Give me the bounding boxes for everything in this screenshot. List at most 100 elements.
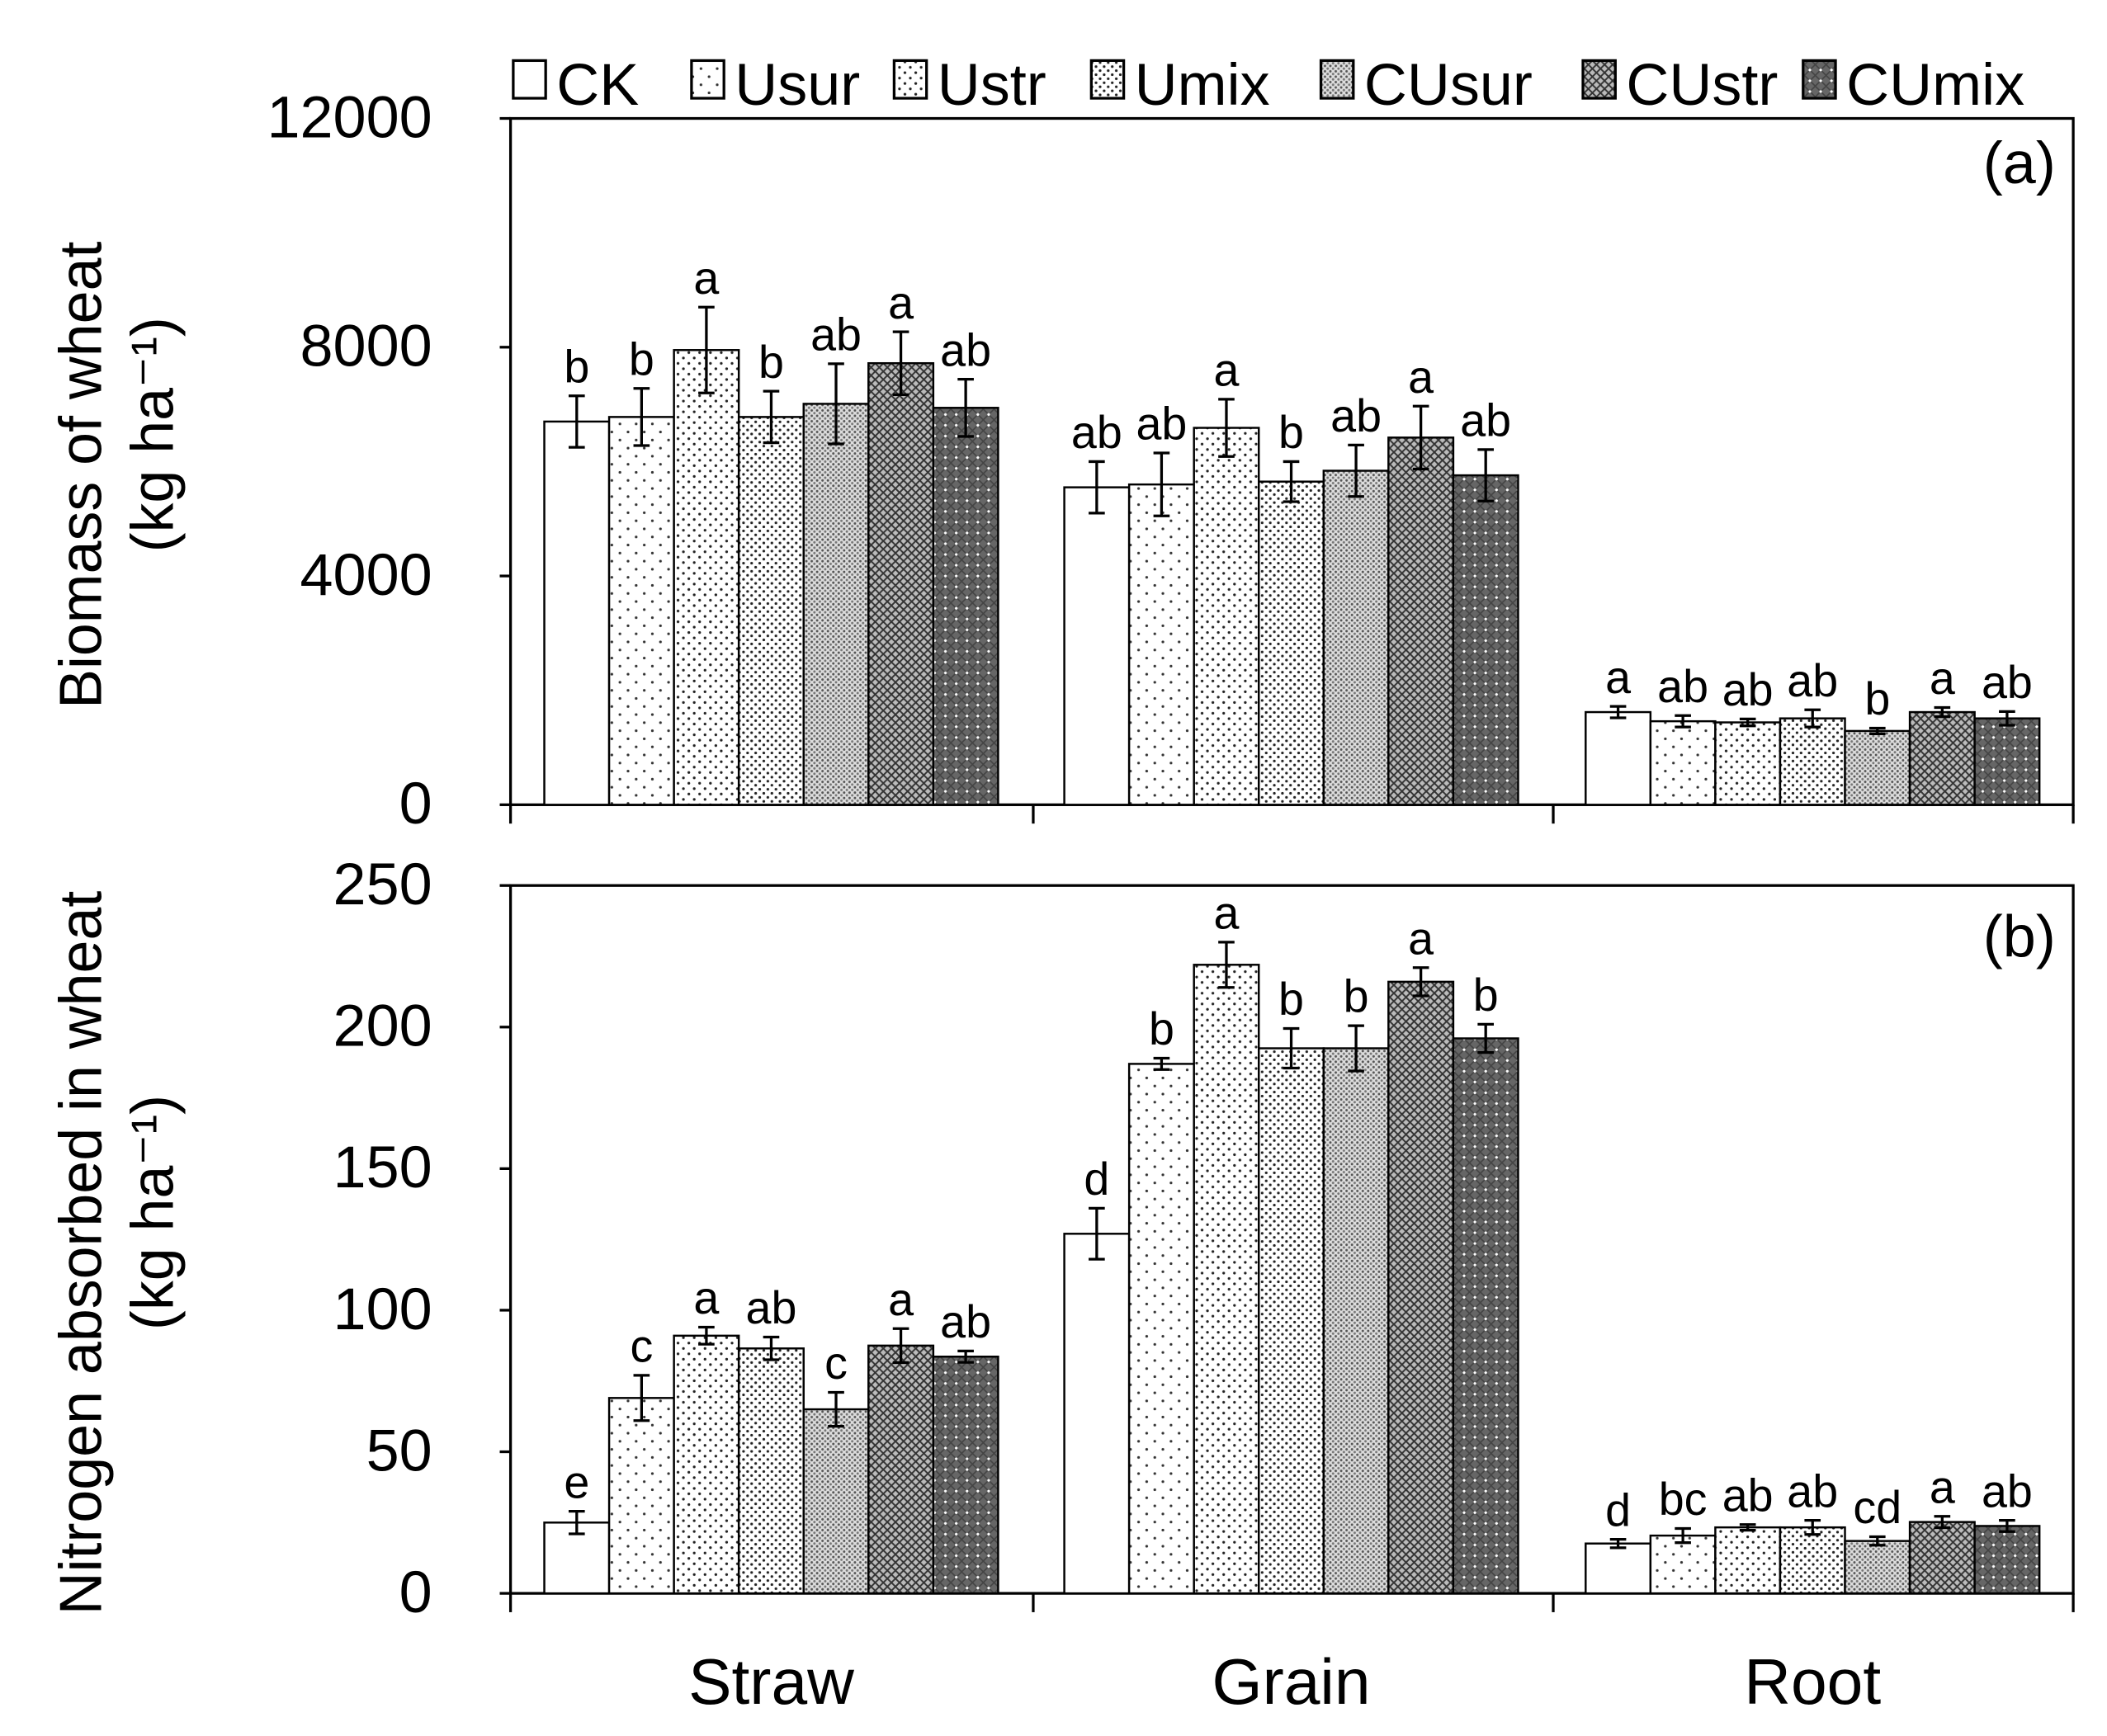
- legend-swatch-usur: [690, 59, 725, 100]
- legend-swatch-ck: [512, 59, 547, 100]
- y-tick-label: 0: [399, 771, 432, 837]
- bar-cumix-straw: [932, 1356, 999, 1595]
- significance-letter: a: [1930, 653, 1955, 704]
- significance-letter: ab: [940, 324, 991, 375]
- bar-ck-root: [1585, 710, 1652, 806]
- bar-cusur-grain: [1322, 1047, 1390, 1595]
- legend: CK Usur Ustr Umix CUsur CUstr CUmix: [512, 52, 2024, 118]
- significance-letter: ab: [1071, 407, 1122, 458]
- bar-cumix-root: [1973, 1525, 2041, 1595]
- significance-letter: ab: [746, 1282, 797, 1333]
- y-tick-label: 250: [333, 851, 432, 918]
- significance-letter: ab: [1982, 657, 2033, 708]
- significance-letter: a: [1408, 913, 1434, 964]
- y-axis-label: Biomass of wheat: [49, 242, 115, 709]
- bar-umix-root: [1779, 717, 1846, 806]
- significance-letter: ab: [1787, 1465, 1838, 1517]
- significance-letter: a: [1408, 351, 1434, 403]
- legend-swatch-cusur: [1319, 59, 1355, 100]
- bar-ustr-straw: [673, 349, 740, 806]
- significance-letter: ab: [1982, 1465, 2033, 1517]
- bar-custr-grain: [1387, 436, 1455, 806]
- bar-umix-grain: [1258, 1047, 1325, 1595]
- legend-label-cumix: CUmix: [1846, 52, 2024, 118]
- bar-cusur-root: [1844, 1540, 1911, 1595]
- legend-label-cusur: CUsur: [1364, 52, 1533, 118]
- significance-letter: b: [1344, 971, 1369, 1022]
- bar-ck-straw: [543, 420, 611, 806]
- y-tick-label: 0: [399, 1559, 432, 1625]
- bar-cumix-grain: [1452, 474, 1519, 806]
- significance-letter: cd: [1853, 1482, 1901, 1533]
- significance-letter: ab: [1460, 395, 1511, 446]
- bar-usur-grain: [1127, 1063, 1195, 1595]
- legend-swatch-custr: [1581, 59, 1617, 100]
- bar-ck-root: [1585, 1542, 1652, 1595]
- significance-letter: a: [1930, 1462, 1955, 1513]
- panel-a-biomass: 0 4000 8000 12000 Biomass of wheat (kg ha⁻¹) (…: [49, 84, 2075, 837]
- significance-letter: b: [1864, 673, 1890, 724]
- significance-letter: a: [693, 252, 719, 304]
- y-tick-label: 100: [333, 1276, 432, 1342]
- y-tick-label: 8000: [300, 314, 432, 380]
- significance-letter: a: [1214, 888, 1240, 939]
- y-axis-label: Nitrogen absorbed in wheat: [49, 891, 115, 1616]
- bar-ustr-straw: [673, 1334, 740, 1595]
- x-category-label: Straw: [688, 1645, 854, 1718]
- significance-letter: a: [693, 1272, 719, 1323]
- legend-label-custr: CUstr: [1626, 52, 1778, 118]
- bar-custr-root: [1908, 1521, 1976, 1595]
- significance-letter: bc: [1659, 1474, 1708, 1525]
- significance-letter: ab: [1657, 661, 1708, 712]
- significance-letter: e: [564, 1456, 589, 1507]
- significance-letter: b: [629, 333, 654, 384]
- significance-letter: b: [564, 341, 589, 392]
- bar-umix-grain: [1258, 480, 1325, 806]
- legend-label-ustr: Ustr: [938, 52, 1046, 118]
- legend-swatch-ustr: [892, 59, 928, 100]
- bar-umix-straw: [737, 416, 805, 806]
- significance-letter: d: [1084, 1153, 1109, 1205]
- bar-custr-grain: [1387, 980, 1455, 1595]
- bar-usur-straw: [607, 416, 675, 806]
- significance-letter: b: [1149, 1003, 1174, 1054]
- significance-letter: ab: [1136, 399, 1187, 450]
- bar-ustr-grain: [1193, 964, 1260, 1595]
- legend-label-usur: Usur: [735, 52, 860, 118]
- significance-letter: a: [888, 1274, 914, 1325]
- significance-letter: ab: [1330, 390, 1382, 441]
- bar-cumix-grain: [1452, 1037, 1519, 1595]
- bar-ustr-grain: [1193, 427, 1260, 806]
- y-tick-label: 50: [366, 1418, 432, 1484]
- bar-custr-straw: [867, 361, 935, 806]
- y-axis-unit: (kg ha⁻¹): [120, 1095, 186, 1330]
- y-tick-label: 150: [333, 1135, 432, 1201]
- bar-custr-root: [1908, 710, 1976, 806]
- x-category-label: Grain: [1212, 1645, 1371, 1718]
- bar-cumix-straw: [932, 407, 999, 806]
- significance-letter: d: [1605, 1484, 1631, 1536]
- bar-ustr-root: [1714, 1526, 1782, 1595]
- legend-label-ck: CK: [556, 52, 639, 118]
- panel-label: (a): [1983, 130, 2056, 196]
- panel-b-nitrogen: 0 50 100 150 200 250 Nitrogen absorbed in whea…: [49, 851, 2075, 1718]
- significance-letter: b: [1278, 974, 1304, 1025]
- y-tick-label: 200: [333, 993, 432, 1059]
- bar-umix-root: [1779, 1526, 1846, 1595]
- significance-letter: c: [630, 1321, 653, 1372]
- significance-letter: ab: [1722, 1469, 1774, 1521]
- significance-letter: ab: [940, 1296, 991, 1347]
- bar-usur-grain: [1127, 483, 1195, 806]
- bar-cusur-grain: [1322, 469, 1390, 806]
- significance-letter: b: [1278, 407, 1304, 458]
- significance-letter: ab: [1787, 655, 1838, 706]
- significance-letter: c: [824, 1337, 848, 1389]
- bar-usur-straw: [607, 1397, 675, 1595]
- y-axis-unit: (kg ha⁻¹): [120, 317, 186, 552]
- bar-cusur-straw: [802, 1408, 870, 1595]
- bar-ck-grain: [1063, 486, 1131, 806]
- y-tick-label: 12000: [267, 84, 432, 150]
- bar-usur-root: [1649, 1534, 1717, 1595]
- legend-swatch-cumix: [1802, 59, 1837, 100]
